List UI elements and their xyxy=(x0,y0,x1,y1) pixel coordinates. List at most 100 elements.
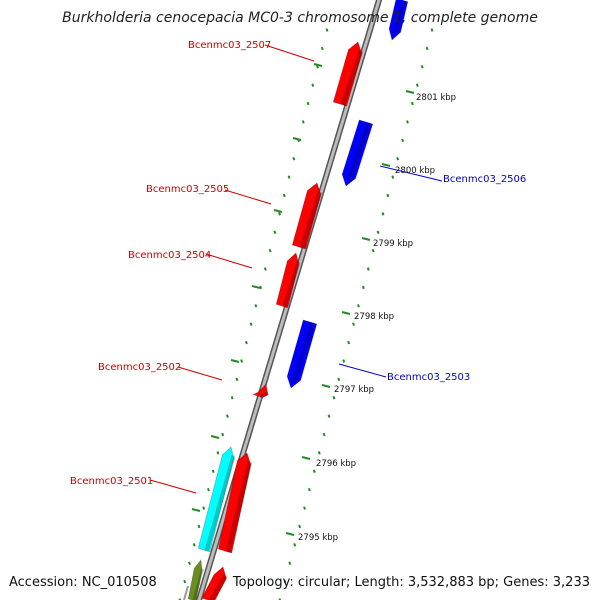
outer-tick xyxy=(321,384,331,388)
inner-scale-dot xyxy=(178,598,182,600)
inner-scale-dot xyxy=(311,83,315,87)
outer-scale-dot xyxy=(361,285,365,290)
inner-tick xyxy=(191,508,201,512)
inner-scale-dot xyxy=(320,46,324,51)
outer-scale-dot xyxy=(386,193,390,198)
grey-feature xyxy=(183,585,189,600)
gene-label-2505[interactable]: Bcenmc03_2505 xyxy=(146,184,229,195)
inner-scale-dot xyxy=(221,432,225,437)
scale-label-2796: 2796 kbp xyxy=(316,459,356,469)
gene-2503[interactable] xyxy=(286,319,318,389)
inner-scale-dot xyxy=(225,414,229,418)
gene-2506[interactable] xyxy=(341,119,374,187)
inner-tick xyxy=(273,209,283,213)
scale-label-2797: 2797 kbp xyxy=(334,385,374,395)
accession-text: Accession: NC_010508 xyxy=(9,575,157,590)
outer-scale-dot xyxy=(303,506,306,510)
scale-label-2795: 2795 kbp xyxy=(298,533,338,543)
gene-2502-shade xyxy=(259,391,269,399)
gene-2507[interactable] xyxy=(332,41,363,107)
gene-2505[interactable] xyxy=(291,182,322,250)
outer-scale-dot xyxy=(391,175,395,179)
genome-summary-text: Topology: circular; Length: 3,532,883 bp… xyxy=(232,575,590,590)
outer-scale-dot xyxy=(307,487,311,492)
inner-scale-dot xyxy=(273,230,277,234)
inner-scale-dot xyxy=(278,212,282,216)
inner-scale-dot xyxy=(244,340,248,345)
outer-scale-dot xyxy=(337,377,341,382)
outer-scale-dot xyxy=(283,579,287,584)
outer-scale-dot xyxy=(430,28,434,32)
gene-label-2506[interactable]: Bcenmc03_2506 xyxy=(443,174,526,185)
olive-feature[interactable] xyxy=(187,558,203,600)
map-title: Burkholderia cenocepacia MC0-3 chromosom… xyxy=(62,10,538,26)
gene-label-2503[interactable]: Bcenmc03_2503 xyxy=(387,372,470,383)
scale-label-2798: 2798 kbp xyxy=(354,312,394,322)
cyan-feature[interactable] xyxy=(197,446,235,553)
gene-2506-shade xyxy=(346,122,372,182)
gene-label-2507[interactable]: Bcenmc03_2507 xyxy=(188,40,271,51)
inner-scale-dot xyxy=(306,101,310,106)
cyan-feature-shade xyxy=(204,455,236,552)
inner-tick xyxy=(210,435,220,439)
outer-scale-dot xyxy=(347,340,351,345)
inner-scale-dot xyxy=(325,28,329,32)
gene-label-2502[interactable]: Bcenmc03_2502 xyxy=(98,362,181,373)
inner-scale-dot xyxy=(259,285,263,290)
outer-tick xyxy=(361,237,371,241)
inner-scale-dot xyxy=(183,579,187,584)
inner-tick xyxy=(230,359,240,363)
gene-features xyxy=(183,0,409,600)
leader-2504 xyxy=(205,253,253,269)
inner-scale-dot xyxy=(292,156,296,161)
inner-scale-dot xyxy=(197,524,201,529)
gene-2501[interactable] xyxy=(217,452,252,554)
outer-scale-dot xyxy=(352,322,355,326)
gene-2501-shade xyxy=(225,461,253,553)
outer-tick xyxy=(285,532,295,536)
inner-scale-dot xyxy=(282,193,286,198)
outer-scale-dot xyxy=(415,83,419,87)
gene-2505-shade xyxy=(299,191,323,249)
outer-scale-dot xyxy=(371,248,375,253)
outer-scale-dot xyxy=(376,230,380,234)
inner-scale-dot xyxy=(192,543,196,547)
gene-2508-shade xyxy=(392,0,407,36)
gene-2500[interactable] xyxy=(201,566,227,600)
outer-scale-dot xyxy=(332,396,336,400)
inner-scale-dot xyxy=(207,487,210,492)
outer-scale-dot xyxy=(342,359,346,363)
scale-ticks xyxy=(191,63,415,536)
outer-tick xyxy=(405,90,415,94)
outer-scale-dot xyxy=(425,46,429,51)
inner-scale-dot xyxy=(216,451,220,455)
outer-scale-dot xyxy=(327,414,331,418)
outer-scale-dot xyxy=(401,138,405,143)
scale-label-2800: 2800 kbp xyxy=(395,166,435,176)
label-leaders xyxy=(149,44,443,494)
olive-feature-shade xyxy=(192,568,205,600)
inner-scale-dot xyxy=(301,120,305,124)
outer-scale-dot xyxy=(366,267,370,271)
inner-scale-dot xyxy=(230,396,234,400)
gene-label-2504[interactable]: Bcenmc03_2504 xyxy=(128,250,211,261)
leader-2502 xyxy=(177,366,223,381)
outer-scale-dot xyxy=(312,469,316,474)
outer-scale-dot xyxy=(298,524,302,529)
scale-dots xyxy=(178,28,434,600)
gene-2504[interactable] xyxy=(275,252,300,309)
gene-2508[interactable] xyxy=(388,0,409,41)
inner-scale-dot xyxy=(268,248,272,253)
outer-scale-dot xyxy=(420,65,424,69)
inner-tick xyxy=(292,137,302,141)
leader-2505 xyxy=(224,189,272,205)
outer-scale-dot xyxy=(357,304,360,308)
outer-scale-dot xyxy=(288,561,292,565)
gene-2502[interactable] xyxy=(252,383,269,398)
gene-2507-shade xyxy=(340,50,364,106)
inner-tick xyxy=(251,285,261,289)
gene-label-2501[interactable]: Bcenmc03_2501 xyxy=(70,476,153,487)
outer-scale-dot xyxy=(406,120,409,124)
inner-scale-dot xyxy=(188,561,191,565)
